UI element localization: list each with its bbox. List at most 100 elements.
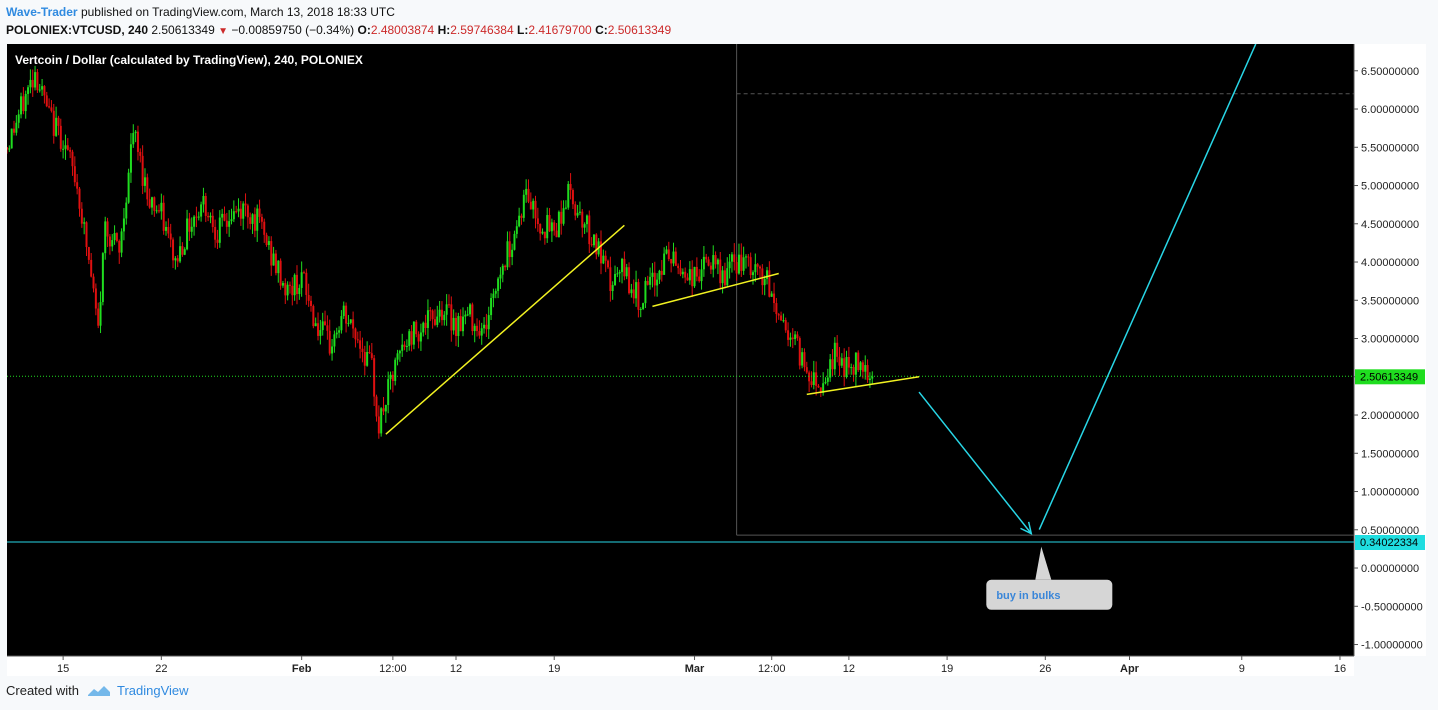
candle-body[interactable] [270,241,273,266]
projection-up-leg[interactable] [1038,43,1257,530]
candle-body[interactable] [31,79,34,88]
candle-body[interactable] [410,331,413,345]
candle-body[interactable] [607,260,610,268]
candle-body[interactable] [326,325,329,331]
candle-body[interactable] [791,337,794,340]
candle-body[interactable] [193,216,196,227]
candle-body[interactable] [681,271,684,275]
candle-body[interactable] [331,346,334,354]
candle-body[interactable] [688,269,691,281]
candle-body[interactable] [436,316,439,325]
candle-body[interactable] [868,378,871,380]
candle-body[interactable] [195,216,198,218]
candle-body[interactable] [595,234,598,255]
candle-body[interactable] [426,310,429,328]
candle-body[interactable] [712,255,715,270]
candle-body[interactable] [165,226,168,231]
candle-body[interactable] [798,338,801,366]
candle-body[interactable] [291,285,294,296]
candle-body[interactable] [363,352,366,366]
candle-body[interactable] [698,276,701,282]
candle-body[interactable] [251,214,254,224]
candle-body[interactable] [50,107,53,111]
candle-body[interactable] [174,258,177,261]
candle-body[interactable] [719,259,722,284]
candle-body[interactable] [80,208,83,224]
candle-body[interactable] [260,216,263,222]
candle-body[interactable] [136,131,139,152]
candle-body[interactable] [667,249,670,260]
candle-body[interactable] [805,367,808,373]
candle-body[interactable] [125,202,128,219]
candle-body[interactable] [321,321,324,331]
candle-body[interactable] [462,316,465,332]
candle-body[interactable] [836,342,839,357]
candle-body[interactable] [244,203,247,206]
candle-body[interactable] [581,211,584,228]
candle-body[interactable] [550,222,553,232]
candle-body[interactable] [29,79,32,88]
candle-body[interactable] [635,282,638,299]
candle-body[interactable] [810,381,813,385]
candle-body[interactable] [508,241,511,258]
candle-body[interactable] [94,288,97,309]
candle-body[interactable] [87,247,90,260]
candle-body[interactable] [179,246,182,262]
candle-body[interactable] [214,226,217,240]
candle-body[interactable] [585,215,588,225]
candle-body[interactable] [684,271,687,278]
candle-body[interactable] [852,367,855,375]
candle-body[interactable] [466,314,469,316]
candle-body[interactable] [258,208,261,217]
candle-body[interactable] [464,314,467,317]
candle-body[interactable] [370,353,373,359]
time-axis[interactable] [7,656,1354,676]
candle-body[interactable] [349,319,352,323]
candle-body[interactable] [677,265,680,269]
trendline-2[interactable] [652,272,779,308]
candle-body[interactable] [494,290,497,294]
candle-body[interactable] [459,316,462,332]
candle-body[interactable] [85,222,88,248]
candle-body[interactable] [660,270,663,275]
candle-body[interactable] [132,133,135,145]
candle-body[interactable] [55,117,58,136]
candle-body[interactable] [295,274,298,295]
candle-body[interactable] [487,315,490,330]
candle-body[interactable] [553,222,556,231]
candle-body[interactable] [695,266,698,277]
candle-body[interactable] [211,215,214,227]
candle-body[interactable] [653,272,656,286]
candle-body[interactable] [317,323,320,336]
candle-body[interactable] [532,200,535,210]
candle-body[interactable] [773,293,776,304]
candle-body[interactable] [396,353,399,360]
candle-body[interactable] [408,331,411,347]
candle-body[interactable] [150,197,153,208]
candle-body[interactable] [557,211,560,238]
candle-body[interactable] [700,269,703,282]
candle-body[interactable] [73,166,76,183]
candle-body[interactable] [216,239,219,243]
candle-body[interactable] [794,334,797,340]
candle-body[interactable] [314,323,317,327]
candle-body[interactable] [188,218,191,232]
candle-body[interactable] [8,148,11,150]
callout-box[interactable] [986,579,1113,610]
tradingview-brand[interactable]: TradingView [87,683,189,698]
candle-body[interactable] [387,379,390,406]
candle-body[interactable] [202,196,205,205]
candle-body[interactable] [744,256,747,258]
candle-body[interactable] [97,308,100,326]
candle-body[interactable] [267,241,270,245]
candle-body[interactable] [646,280,649,285]
candle-body[interactable] [754,264,757,273]
candle-body[interactable] [578,211,581,213]
candle-body[interactable] [674,251,677,266]
candle-body[interactable] [747,256,750,258]
candle-body[interactable] [228,221,231,227]
candle-body[interactable] [730,254,733,262]
candle-body[interactable] [38,89,41,91]
candle-body[interactable] [415,321,418,335]
candle-body[interactable] [632,289,635,299]
